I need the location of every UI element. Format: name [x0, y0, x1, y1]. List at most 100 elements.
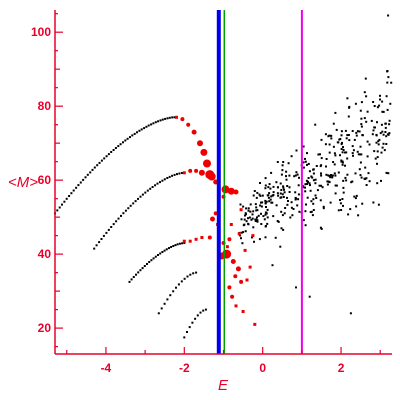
branch-point	[186, 331, 188, 333]
scatter-point	[384, 122, 387, 125]
scatter-point	[250, 218, 253, 221]
branch-point	[122, 141, 124, 144]
scatter-point	[247, 223, 250, 226]
scatter-point	[359, 153, 362, 156]
red-point	[194, 237, 198, 241]
scatter-point	[305, 203, 307, 206]
scatter-point	[367, 172, 370, 175]
scatter-point	[254, 203, 257, 206]
scatter-point	[298, 210, 301, 213]
red-point	[248, 265, 252, 269]
scatter-point	[285, 175, 287, 178]
scatter-point	[360, 117, 363, 120]
scatter-point	[341, 198, 344, 200]
scatter-point	[282, 185, 285, 188]
branch-point	[110, 226, 113, 228]
scatter-point	[328, 181, 331, 184]
red-point	[188, 239, 192, 243]
branch-point	[183, 277, 186, 280]
scatter-point	[266, 208, 269, 211]
red-point	[233, 189, 239, 195]
scatter-point	[376, 162, 378, 165]
scatter-point	[268, 192, 271, 195]
scatter-point	[378, 138, 381, 141]
scatter-point	[302, 145, 305, 148]
branch-point	[75, 186, 78, 189]
scatter-point	[241, 242, 244, 245]
scatter-point	[286, 203, 289, 206]
branch-point	[147, 124, 150, 127]
scatter-point	[361, 202, 364, 205]
red-point	[251, 234, 255, 238]
scatter-point	[316, 189, 319, 192]
branch-point	[204, 308, 207, 311]
branch-point	[133, 132, 136, 135]
scatter-point	[340, 130, 343, 133]
branch-point	[160, 307, 163, 310]
scatter-point	[372, 101, 375, 103]
scatter-point	[359, 174, 362, 177]
scatter-point	[245, 220, 248, 223]
branch-point	[144, 191, 147, 194]
branch-point	[136, 131, 138, 134]
scatter-point	[365, 184, 368, 186]
branch-point	[107, 153, 110, 156]
scatter-point	[347, 134, 350, 136]
scatter-point	[314, 194, 317, 197]
branch-point	[169, 294, 172, 297]
red-point	[233, 274, 238, 279]
branch-point	[138, 129, 141, 132]
scatter-point	[344, 176, 347, 179]
red-point	[234, 304, 238, 308]
red-point	[186, 122, 191, 127]
scatter-point	[351, 152, 354, 155]
scatter-point	[281, 164, 284, 167]
scatter-point	[337, 171, 340, 174]
scatter-point	[372, 129, 375, 132]
scatter-point	[287, 200, 289, 202]
scatter-point	[319, 153, 321, 156]
scatter-point	[309, 189, 312, 192]
scatter-point	[266, 216, 269, 219]
scatter-point	[264, 177, 267, 180]
red-point	[245, 278, 249, 282]
branch-point	[68, 195, 71, 197]
scatter-point	[325, 158, 328, 160]
scatter-point	[342, 179, 345, 182]
branch-point	[168, 247, 170, 250]
scatter-point	[312, 172, 315, 175]
scatter-point	[366, 155, 369, 158]
scatter-point	[380, 179, 382, 182]
scatter-point	[307, 162, 310, 165]
scatter-point	[295, 149, 298, 152]
branch-point	[161, 251, 164, 253]
scatter-point	[294, 191, 297, 194]
scatter-point	[295, 171, 298, 174]
scatter-point	[315, 165, 318, 167]
scatter-point	[254, 220, 257, 222]
scatter-point	[390, 81, 393, 84]
branch-point	[140, 128, 143, 131]
scatter-point	[306, 163, 308, 166]
scatter-point	[317, 153, 320, 156]
branch-point	[143, 265, 146, 267]
scatter-point	[376, 106, 379, 109]
red-point	[203, 159, 211, 168]
scatter-point	[363, 91, 366, 94]
scatter-point	[253, 240, 255, 243]
scatter-point	[279, 182, 282, 185]
branch-point	[117, 145, 120, 148]
x-tick-label: 2	[338, 361, 345, 375]
scatter-point	[261, 201, 264, 204]
scatter-point	[239, 203, 242, 206]
scatter-point	[276, 192, 279, 195]
scatter-point	[320, 184, 323, 187]
branch-point	[166, 117, 169, 120]
branch-point	[154, 255, 157, 258]
scatter-point	[281, 214, 284, 217]
scatter-point	[365, 120, 368, 123]
branch-point	[82, 178, 85, 181]
scatter-point	[302, 219, 305, 222]
scatter-point	[340, 134, 343, 137]
